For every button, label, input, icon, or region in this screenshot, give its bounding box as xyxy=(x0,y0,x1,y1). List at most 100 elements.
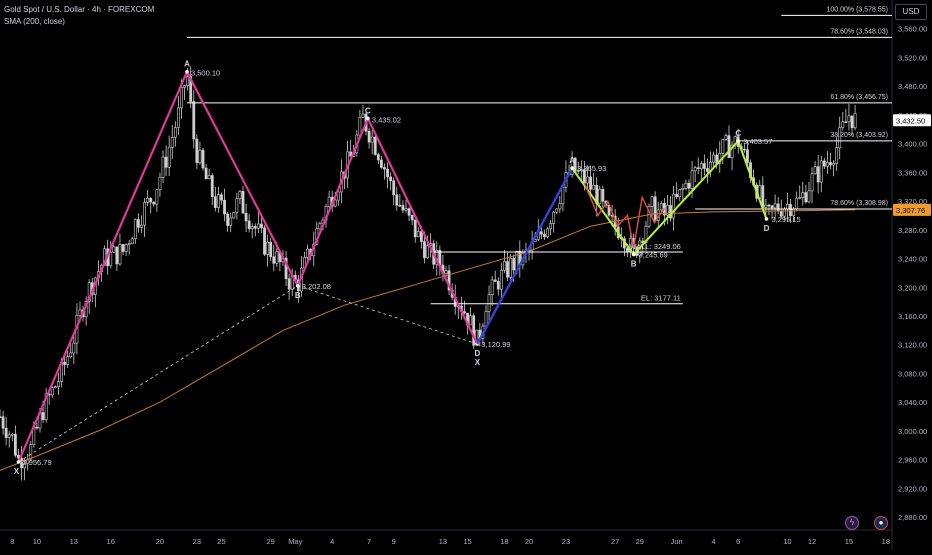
xb-dashed-line xyxy=(18,285,298,463)
lightning-icon[interactable]: ϟ xyxy=(845,516,859,530)
x-tick-label: 10 xyxy=(783,537,791,546)
candle-body xyxy=(146,197,150,203)
candle-body xyxy=(201,149,205,169)
candle-body xyxy=(472,315,476,346)
level-label: WALL: 3249.06 xyxy=(629,242,680,251)
y-tick-label: 3,360.00 xyxy=(898,168,927,177)
candle-body xyxy=(413,219,417,238)
candle-body xyxy=(496,281,500,290)
currency-button[interactable]: USD xyxy=(895,4,927,20)
x-tick-label: 18 xyxy=(500,537,508,546)
candle-body xyxy=(706,168,709,172)
y-tick-label: 3,280.00 xyxy=(898,226,927,235)
candle-body xyxy=(816,166,820,183)
candle-body xyxy=(853,113,857,129)
candle-body xyxy=(647,206,651,227)
candle-body xyxy=(137,219,140,228)
pivot-label: X xyxy=(475,358,481,367)
x-tick-label: 10 xyxy=(33,537,41,546)
candle-body xyxy=(4,427,8,438)
candle-body xyxy=(598,188,602,205)
candle-body xyxy=(493,279,497,282)
x-tick-label: 9 xyxy=(392,537,396,546)
indicator-label[interactable]: SMA (200, close) xyxy=(4,17,65,26)
candle-body xyxy=(124,244,128,252)
candle-body xyxy=(583,169,586,184)
x-tick-label: 15 xyxy=(845,537,853,546)
candle-body xyxy=(87,282,91,302)
fib-level-label: 100.00% (3,578.55) xyxy=(827,6,889,13)
candle-body xyxy=(395,194,399,206)
candle-body xyxy=(699,163,703,169)
fib-level-label: 38.20% (3,403.92) xyxy=(830,132,888,139)
price-tag-label: 3,307.76 xyxy=(896,206,925,215)
candle-body xyxy=(143,202,146,226)
candle-body xyxy=(570,157,574,175)
y-tick-label: 2,920.00 xyxy=(898,484,927,493)
fib-level-label: 61.80% (3,456.75) xyxy=(830,94,888,101)
candle-body xyxy=(702,163,706,169)
candle-body xyxy=(776,203,780,212)
candle-body xyxy=(730,144,734,158)
candle-body xyxy=(426,245,429,259)
candle-body xyxy=(499,269,503,290)
x-tick-label: 12 xyxy=(808,537,816,546)
candle-body xyxy=(275,251,279,264)
us-flag-icon[interactable]: ● xyxy=(874,516,888,530)
x-tick-label: 13 xyxy=(70,537,78,546)
pivot-label: D xyxy=(474,349,480,358)
candle-body xyxy=(367,130,371,143)
candle-body xyxy=(509,258,512,278)
candle-body xyxy=(244,212,248,222)
candle-body xyxy=(20,457,23,469)
candle-body xyxy=(373,136,377,155)
y-tick-label: 3,000.00 xyxy=(898,427,927,436)
pivot-point xyxy=(631,252,636,257)
candle-body xyxy=(850,115,854,129)
pivot-label: A xyxy=(184,60,190,69)
pivot-price: 3,245.69 xyxy=(639,250,668,259)
candle-body xyxy=(419,231,423,242)
candle-body xyxy=(589,176,592,190)
candle-body xyxy=(133,219,137,239)
pivot-point xyxy=(570,166,574,170)
candle-body xyxy=(838,127,842,149)
candle-body xyxy=(63,362,66,365)
candle-body xyxy=(78,309,82,316)
candle-body xyxy=(626,247,629,252)
cd-main-leg xyxy=(366,118,479,345)
candle-body xyxy=(167,146,171,168)
candle-body xyxy=(241,191,245,214)
candle-body xyxy=(666,205,669,216)
symbol-title[interactable]: Gold Spot / U.S. Dollar · 4h · FOREXCOM xyxy=(4,5,155,14)
candle-body xyxy=(718,153,722,164)
candle-body xyxy=(10,433,14,436)
candle-body xyxy=(149,197,153,203)
candle-body xyxy=(586,176,589,184)
candle-body xyxy=(140,224,143,228)
candle-body xyxy=(555,208,559,213)
candle-body xyxy=(57,381,60,387)
candle-body xyxy=(161,156,165,178)
candle-body xyxy=(226,213,230,226)
candle-body xyxy=(152,201,156,205)
pivot-label: D xyxy=(764,224,770,233)
candle-body xyxy=(506,261,509,278)
candle-body xyxy=(503,261,506,271)
price-tag-bg xyxy=(893,114,931,127)
candle-body xyxy=(795,197,799,210)
candle-body xyxy=(121,244,125,252)
candle-body xyxy=(447,270,451,291)
candle-body xyxy=(826,162,829,167)
bd-dashed-line xyxy=(297,285,478,345)
candle-body xyxy=(115,246,119,265)
candle-body xyxy=(669,205,672,219)
candle-body xyxy=(269,241,273,258)
y-tick-label: 3,240.00 xyxy=(898,255,927,264)
candle-body xyxy=(383,167,386,170)
y-tick-label: 3,200.00 xyxy=(898,283,927,292)
candle-body xyxy=(177,107,180,129)
candle-body xyxy=(198,149,202,164)
